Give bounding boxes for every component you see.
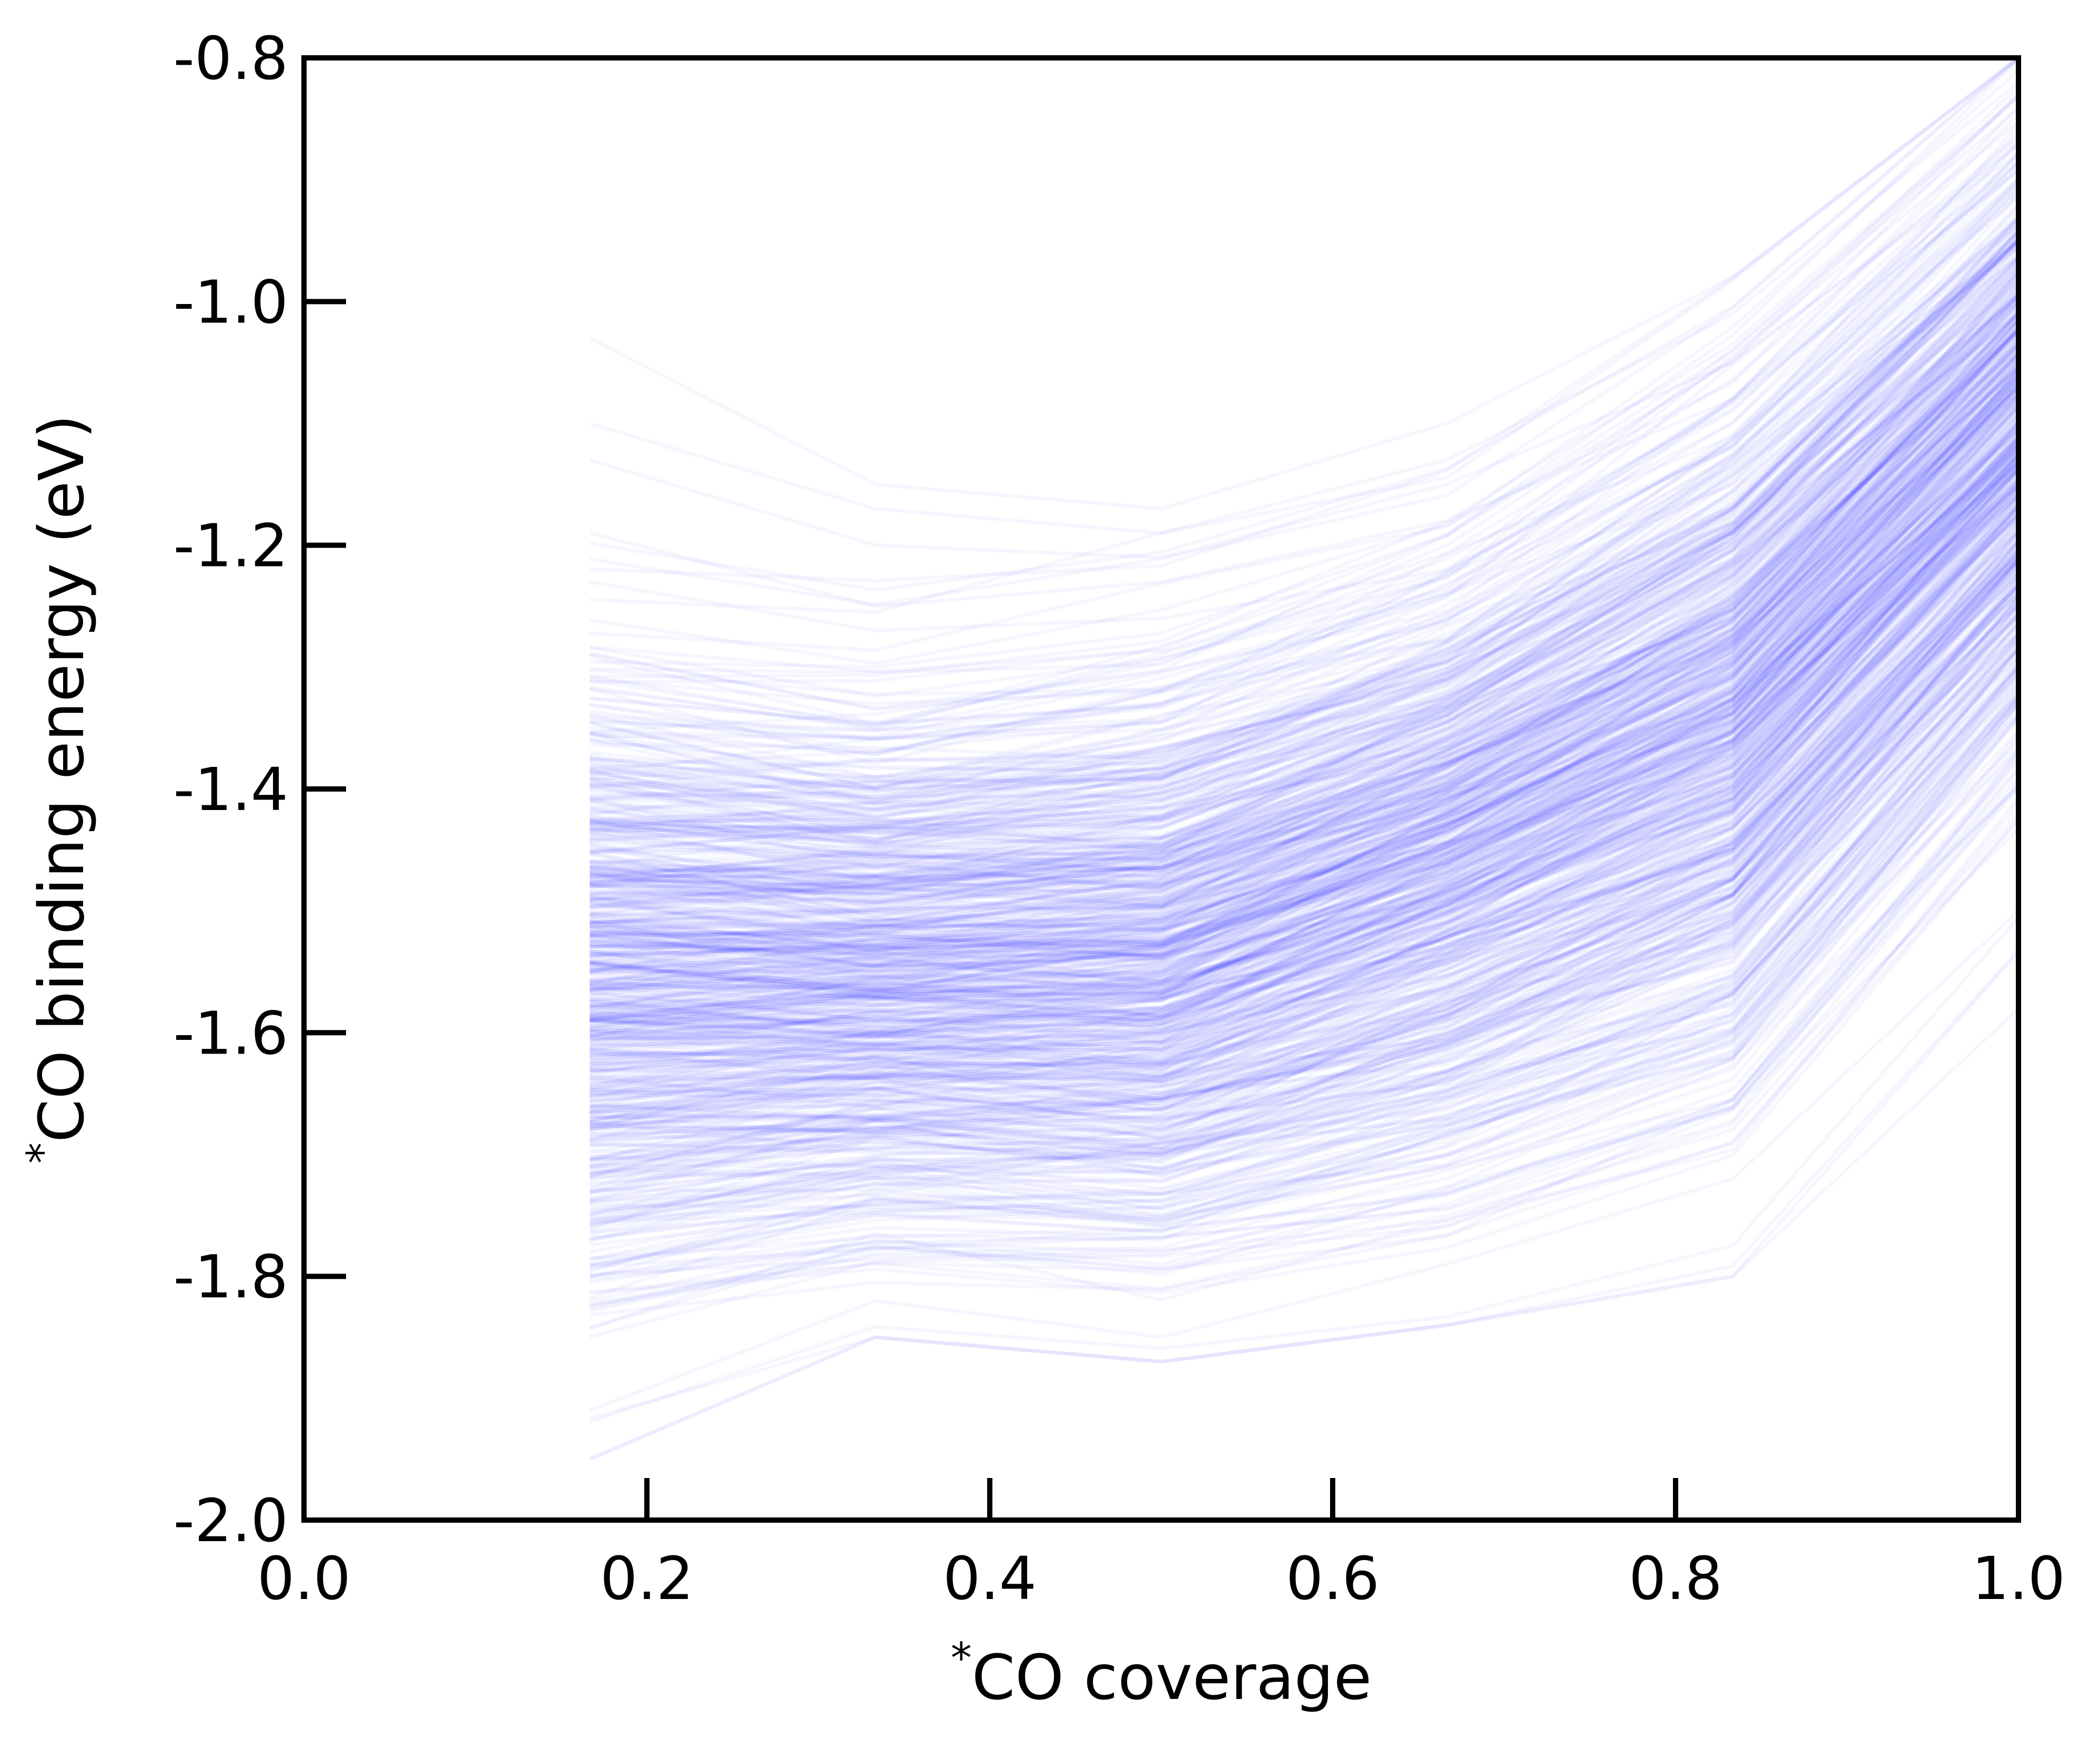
y-tick-label: -2.0 <box>173 1487 288 1555</box>
y-axis: -2.0 -1.8 -1.6 -1.4 -1.2 -1.0 -0.8 <box>173 25 346 1555</box>
x-tick-label: 0.0 <box>257 1545 351 1613</box>
series-lines <box>590 58 2018 1459</box>
x-tick-label: 0.4 <box>943 1545 1037 1613</box>
x-tick-label: 0.6 <box>1286 1545 1379 1613</box>
y-tick-label: -1.6 <box>173 999 288 1068</box>
x-axis-label-text: CO coverage <box>972 1641 1372 1714</box>
x-axis: 0.0 0.2 0.4 0.6 0.8 1.0 <box>257 1478 2065 1613</box>
y-tick-label: -1.0 <box>173 268 288 337</box>
x-tick-label: 0.2 <box>600 1545 694 1613</box>
x-tick-label: 0.8 <box>1629 1545 1722 1613</box>
y-tick-label: -1.8 <box>173 1243 288 1312</box>
y-tick-label: -1.2 <box>173 512 288 581</box>
y-axis-label: *CO binding energy (eV) <box>18 414 98 1163</box>
y-axis-label-text: CO binding energy (eV) <box>25 414 98 1142</box>
x-axis-label: *CO coverage <box>951 1634 1372 1714</box>
x-tick-label: 1.0 <box>1972 1545 2065 1613</box>
y-tick-label: -1.4 <box>173 756 288 824</box>
y-axis-label-star: * <box>18 1142 67 1163</box>
y-tick-label: -0.8 <box>173 25 288 93</box>
x-axis-label-star: * <box>951 1634 972 1683</box>
